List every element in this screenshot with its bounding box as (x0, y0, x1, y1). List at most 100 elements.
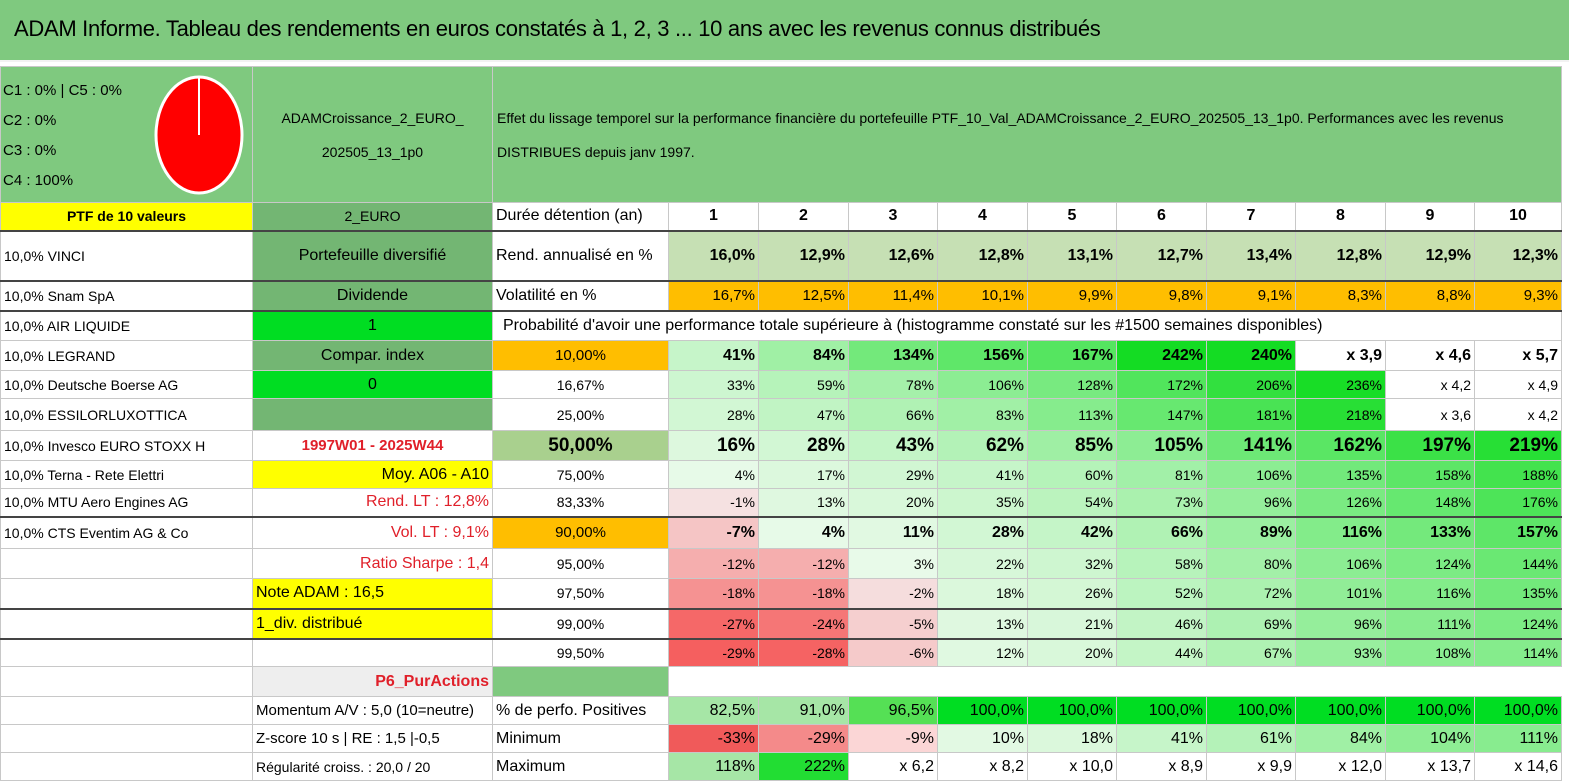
table-row: Z-score 10 s | RE : 1,5 |-0,5 Minimum -33%… (0, 724, 1562, 753)
minimum-value: 84% (1295, 724, 1386, 753)
rend-value: 13,1% (1027, 230, 1117, 282)
probability-value: 113% (1027, 398, 1117, 431)
year-header: 6 (1116, 202, 1207, 232)
year-header: 2 (758, 202, 849, 232)
probability-value: 111% (1385, 608, 1475, 640)
table-row: 10,0% VINCI Portefeuille diversifié Rend. … (0, 230, 1562, 282)
probability-value: 43% (848, 430, 938, 461)
holding-item: 10,0% Terna - Rete Elettri (0, 460, 253, 489)
probability-value: 236% (1295, 370, 1386, 399)
rend-value: 12,9% (758, 230, 849, 282)
vol-value: 8,3% (1295, 280, 1386, 312)
vol-label: Volatilité en % (492, 280, 669, 312)
positives-value: 96,5% (848, 696, 938, 725)
probability-value: 240% (1206, 340, 1296, 371)
momentum-cell: Momentum A/V : 5,0 (10=neutre) (252, 696, 493, 725)
probability-threshold: 99,00% (492, 608, 669, 640)
probability-value: x 4,2 (1385, 370, 1475, 399)
zscore-cell: Z-score 10 s | RE : 1,5 |-0,5 (252, 724, 493, 753)
probability-value: 59% (758, 370, 849, 399)
probability-threshold: 90,00% (492, 516, 669, 549)
vol-value: 12,5% (758, 280, 849, 312)
empty-cell (0, 666, 253, 697)
table-row: 10,0% Terna - Rete Elettri Moy. A06 - A10… (0, 460, 1562, 489)
probability-value: 11% (848, 516, 938, 549)
probability-value: -2% (848, 578, 938, 610)
probability-value: 69% (1206, 608, 1296, 640)
probability-value: 124% (1474, 608, 1562, 640)
probability-value: 28% (758, 430, 849, 461)
holding-item: 10,0% CTS Eventim AG & Co (0, 516, 253, 549)
moy-cell: Moy. A06 - A10 (252, 460, 493, 489)
probability-value: 135% (1474, 578, 1562, 610)
probability-value: 20% (848, 488, 938, 518)
category-cell: P6_PurActions (252, 666, 493, 697)
empty-cell (0, 548, 253, 579)
holding-item: 10,0% Deutsche Boerse AG (0, 370, 253, 399)
durations-label: Durée détention (an) (492, 202, 669, 232)
vol-value: 16,7% (668, 280, 759, 312)
allocation-pie-chart (154, 75, 244, 194)
probability-value: 116% (1295, 516, 1386, 549)
probability-value: 4% (668, 460, 759, 489)
probability-value: 84% (758, 340, 849, 371)
year-header: 3 (848, 202, 938, 232)
positives-label: % de perfo. Positives (492, 696, 669, 725)
probability-value: 188% (1474, 460, 1562, 489)
probability-value: 52% (1116, 578, 1207, 610)
rend-value: 13,4% (1206, 230, 1296, 282)
empty-cell (0, 638, 253, 667)
compar-value: 0 (252, 370, 493, 399)
probability-value: 41% (937, 460, 1028, 489)
rend-label: Rend. annualisé en % (492, 230, 669, 282)
probability-value: 156% (937, 340, 1028, 371)
probability-value: 157% (1474, 516, 1562, 549)
probability-value: -6% (848, 638, 938, 667)
probability-value: 128% (1027, 370, 1117, 399)
probability-value: x 3,6 (1385, 398, 1475, 431)
vol-value: 9,8% (1116, 280, 1207, 312)
probability-value: 42% (1027, 516, 1117, 549)
probability-value: 219% (1474, 430, 1562, 461)
table-row: 10,0% LEGRAND Compar. index 10,00% 41% 84% 13… (0, 340, 1562, 371)
probability-value: x 4,6 (1385, 340, 1475, 371)
probability-value: 124% (1385, 548, 1475, 579)
empty-cell (492, 666, 669, 697)
probability-value: 106% (937, 370, 1028, 399)
empty-cell (0, 608, 253, 640)
year-header: 7 (1206, 202, 1296, 232)
positives-value: 100,0% (1206, 696, 1296, 725)
probability-value: 4% (758, 516, 849, 549)
year-header: 10 (1474, 202, 1562, 232)
minimum-value: -29% (758, 724, 849, 753)
vol-value: 9,1% (1206, 280, 1296, 312)
regularite-cell: Régularité croiss. : 20,0 / 20 (252, 752, 493, 781)
empty-cell (252, 398, 493, 431)
probability-value: 62% (937, 430, 1028, 461)
maximum-value: x 14,6 (1474, 752, 1562, 781)
probability-value: 44% (1116, 638, 1207, 667)
positives-value: 82,5% (668, 696, 759, 725)
maximum-value: x 12,0 (1295, 752, 1386, 781)
probability-value: 60% (1027, 460, 1117, 489)
probability-value: 54% (1027, 488, 1117, 518)
probability-value: -27% (668, 608, 759, 640)
pie-legend-item: C3 : 0% (3, 141, 57, 159)
probability-value: 134% (848, 340, 938, 371)
holding-item: 10,0% Snam SpA (0, 280, 253, 312)
holding-item: 10,0% LEGRAND (0, 340, 253, 371)
probability-value: 85% (1027, 430, 1117, 461)
pie-cell: C1 : 0% | C5 : 0% C2 : 0% C3 : 0% C4 : 1… (0, 66, 253, 203)
effect-description: Effet du lissage temporel sur la perform… (492, 66, 1562, 203)
probability-value: 158% (1385, 460, 1475, 489)
probability-value: 72% (1206, 578, 1296, 610)
probability-value: 126% (1295, 488, 1386, 518)
maximum-value: x 6,2 (848, 752, 938, 781)
probability-value: 135% (1295, 460, 1386, 489)
probability-value: 26% (1027, 578, 1117, 610)
pie-legend-item: C4 : 100% (3, 171, 74, 189)
probability-value: 81% (1116, 460, 1207, 489)
empty-cell (0, 752, 253, 781)
table-row: 10,0% ESSILORLUXOTTICA 25,00% 28% 47% 66% 83%… (0, 398, 1562, 431)
probability-value: 106% (1295, 548, 1386, 579)
